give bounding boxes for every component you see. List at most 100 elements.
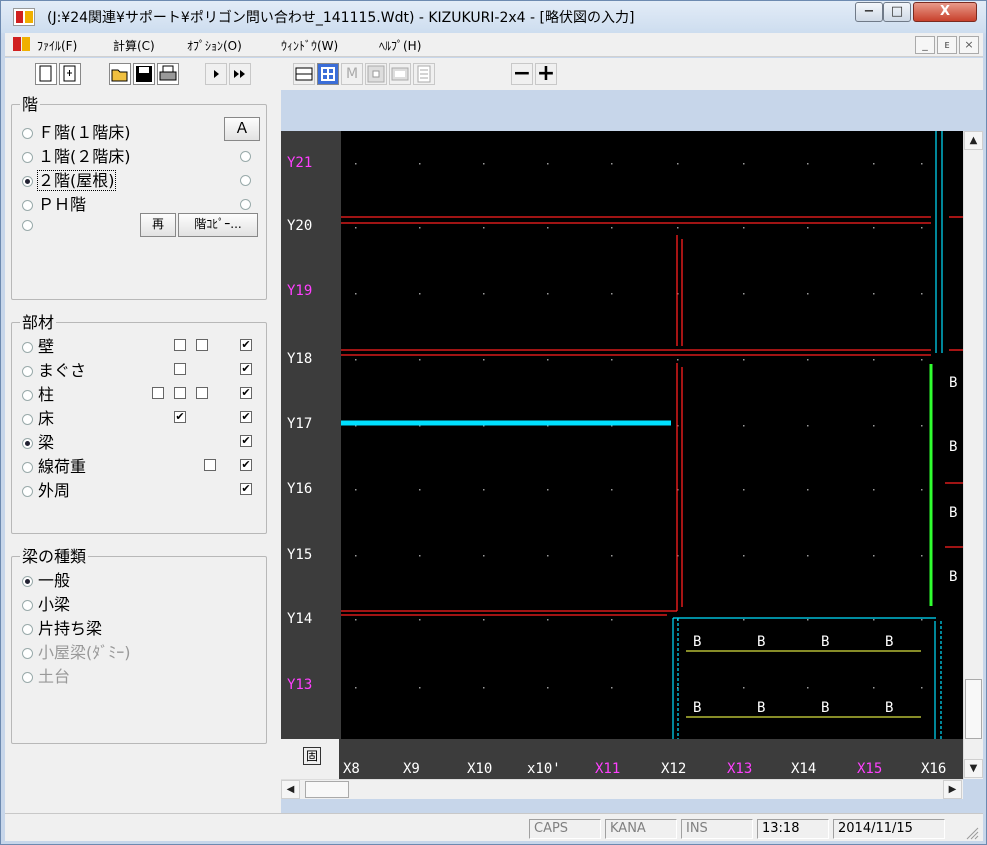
mdi-restore-button[interactable]: ᴇ <box>937 36 957 54</box>
horizontal-scrollbar[interactable]: ◀ ▶ <box>281 779 963 799</box>
grid-dot <box>547 425 549 427</box>
checkbox[interactable] <box>204 459 216 471</box>
menu-window[interactable]: ｳｨﾝﾄﾞｳ(W) <box>281 39 339 53</box>
resize-grip-icon[interactable] <box>965 826 979 840</box>
checkbox[interactable]: ✔ <box>240 482 252 495</box>
checkbox[interactable] <box>174 339 186 351</box>
alt-floor-radio[interactable] <box>240 199 251 210</box>
grid-dot <box>743 227 745 229</box>
app-icon[interactable] <box>13 8 35 26</box>
checkbox[interactable]: ✔ <box>174 410 186 423</box>
a-button[interactable]: Ａ <box>224 117 260 141</box>
alt-floor-radio[interactable] <box>240 175 251 186</box>
grid-dot <box>807 687 809 689</box>
mdi-minimize-button[interactable]: _ <box>915 36 935 54</box>
menu-options[interactable]: ｵﾌﾟｼｮﾝ(O) <box>187 39 242 53</box>
checkbox[interactable]: ✔ <box>240 338 252 351</box>
floor-radio-extra[interactable] <box>22 215 38 237</box>
checkbox[interactable] <box>152 387 164 399</box>
document-icon[interactable] <box>13 37 33 53</box>
floor-radio-2[interactable]: ２階(屋根) <box>22 167 116 191</box>
floor-copy-button[interactable]: 階ｺﾋﾟｰ... <box>178 213 258 237</box>
fix-button[interactable]: 固 <box>281 739 339 779</box>
mdi-close-button[interactable]: × <box>959 36 979 54</box>
time-display: 13:18 <box>757 819 829 839</box>
grid-dot <box>483 163 485 165</box>
grid-dot <box>355 163 357 165</box>
scroll-up-button[interactable]: ▲ <box>964 131 983 150</box>
beam-type-radio-small[interactable]: 小梁 <box>22 591 70 614</box>
member-radio-column[interactable]: 柱 <box>22 381 54 404</box>
fast-forward-icon[interactable] <box>229 63 251 85</box>
plan-drawing[interactable]: B B B B B B B B B B B B <box>281 131 963 739</box>
member-radio-beam[interactable]: 梁 <box>22 429 54 452</box>
member-radio-perimeter[interactable]: 外周 <box>22 477 70 500</box>
member-radio-wall[interactable]: 壁 <box>22 333 54 356</box>
alt-floor-radio[interactable] <box>240 151 251 162</box>
open-icon[interactable] <box>109 63 131 85</box>
beam-type-group: 梁の種類 一般 小梁 片持ち梁 小屋梁(ﾀﾞﾐｰ) 土台 <box>11 543 267 744</box>
grid-dot <box>547 163 549 165</box>
grid-dot <box>547 227 549 229</box>
step-icon[interactable] <box>205 63 227 85</box>
checkbox[interactable] <box>196 339 208 351</box>
scroll-down-button[interactable]: ▼ <box>964 759 983 778</box>
grid-dot <box>355 359 357 361</box>
beam-type-radio-general[interactable]: 一般 <box>22 567 70 590</box>
zoom-out-icon[interactable]: − <box>511 61 533 86</box>
member-radio-lintel[interactable]: まぐさ <box>22 357 86 380</box>
grid-dot <box>743 359 745 361</box>
beam-type-radio-cantilever[interactable]: 片持ち梁 <box>22 615 102 638</box>
floor-label: ２階(屋根) <box>37 170 116 191</box>
template-icon[interactable] <box>59 63 81 85</box>
close-icon: X <box>939 4 951 19</box>
vertical-scroll-thumb[interactable] <box>965 679 982 739</box>
floor-radio-f[interactable]: Ｆ階(１階床) <box>22 119 131 142</box>
minimize-button[interactable]: − <box>855 2 883 22</box>
save-icon[interactable] <box>133 63 155 85</box>
checkbox[interactable]: ✔ <box>240 410 252 423</box>
drawing-canvas[interactable]: Y21 Y20 Y19 Y18 Y17 Y16 Y15 Y14 Y13 <box>281 131 963 739</box>
checkbox[interactable] <box>196 387 208 399</box>
list-icon[interactable] <box>413 63 435 85</box>
checkbox[interactable] <box>174 363 186 375</box>
grid-dot <box>355 489 357 491</box>
grid-icon[interactable] <box>317 63 339 85</box>
grid-dot <box>873 359 875 361</box>
member-radio-floor[interactable]: 床 <box>22 405 54 428</box>
member-radio-line-load[interactable]: 線荷重 <box>22 453 86 476</box>
m-icon[interactable]: M <box>341 63 363 85</box>
scroll-left-button[interactable]: ◀ <box>281 780 300 799</box>
vertical-scrollbar[interactable]: ▲ ▼ <box>963 131 983 779</box>
horizontal-scroll-thumb[interactable] <box>305 781 349 798</box>
floor-radio-1[interactable]: １階(２階床) <box>22 143 131 166</box>
toolbar: M − + <box>5 58 983 90</box>
small-icon[interactable] <box>365 63 387 85</box>
checkbox[interactable] <box>174 387 186 399</box>
panel-icon[interactable] <box>389 63 411 85</box>
menu-help[interactable]: ﾍﾙﾌﾟ(H) <box>379 39 422 53</box>
new-icon[interactable] <box>35 63 57 85</box>
close-button[interactable]: X <box>913 2 977 22</box>
radio-icon <box>22 366 33 377</box>
checkbox[interactable]: ✔ <box>240 386 252 399</box>
menu-calc[interactable]: 計算(C) <box>113 39 155 53</box>
layout-icon[interactable] <box>293 63 315 85</box>
y-label: Y17 <box>287 416 313 432</box>
redo-button[interactable]: 再 <box>140 213 176 237</box>
grid-dot <box>611 163 613 165</box>
grid-dot <box>743 489 745 491</box>
zoom-in-icon[interactable]: + <box>535 61 557 86</box>
x-label: X10 <box>467 761 493 777</box>
checkbox[interactable]: ✔ <box>240 434 252 447</box>
checkbox[interactable]: ✔ <box>240 458 252 471</box>
beam-type-radio-roof-dummy: 小屋梁(ﾀﾞﾐｰ) <box>22 639 131 662</box>
scroll-right-button[interactable]: ▶ <box>943 780 962 799</box>
floor-radio-ph[interactable]: ＰＨ階 <box>22 191 86 214</box>
menu-file[interactable]: ﾌｧｲﾙ(F) <box>37 39 78 53</box>
radio-icon <box>22 128 33 139</box>
maximize-button[interactable]: □ <box>883 2 911 22</box>
print-icon[interactable] <box>157 63 179 85</box>
checkbox[interactable]: ✔ <box>240 362 252 375</box>
